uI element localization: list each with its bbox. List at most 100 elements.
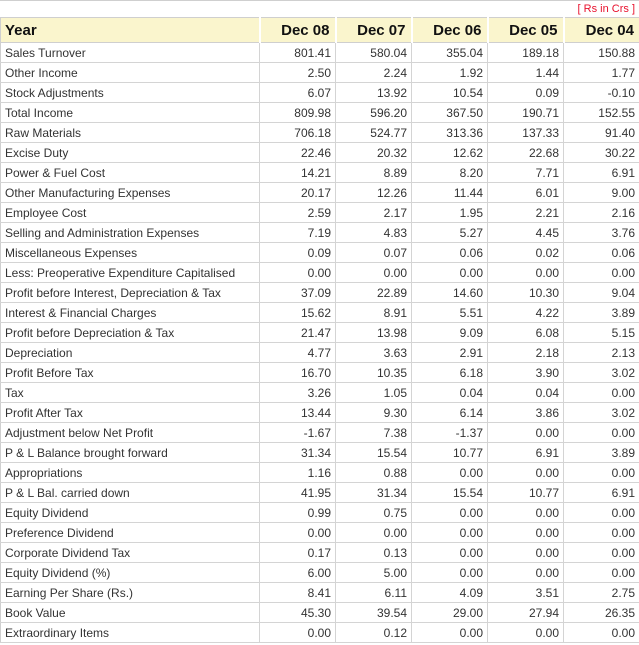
table-row: P & L Bal. carried down 41.95 31.34 15.54 10… xyxy=(0,482,639,503)
table-row: Selling and Administration Expenses 7.19 4… xyxy=(0,222,639,243)
row-label: Selling and Administration Expenses xyxy=(0,222,260,243)
value-cell: 12.26 xyxy=(335,182,412,203)
value-cell: 2.24 xyxy=(335,62,412,83)
value-cell: 0.00 xyxy=(259,522,336,543)
value-cell: 10.35 xyxy=(335,362,412,383)
row-label: Extraordinary Items xyxy=(0,622,260,643)
value-cell: 6.08 xyxy=(487,322,564,343)
value-cell: 3.76 xyxy=(563,222,639,243)
value-cell: 0.00 xyxy=(411,542,488,563)
row-label: Tax xyxy=(0,382,260,403)
value-cell: 0.06 xyxy=(563,242,639,263)
table-row: Equity Dividend (%) 6.00 5.00 0.00 0.00 0.00 xyxy=(0,562,639,583)
value-cell: 13.98 xyxy=(335,322,412,343)
table-row: Power & Fuel Cost 14.21 8.89 8.20 7.71 6.91 xyxy=(0,162,639,183)
value-cell: 7.71 xyxy=(487,162,564,183)
row-label: Sales Turnover xyxy=(0,42,260,63)
value-cell: 6.91 xyxy=(563,162,639,183)
value-cell: 1.77 xyxy=(563,62,639,83)
value-cell: 150.88 xyxy=(563,42,639,63)
table-row: Total Income 809.98 596.20 367.50 190.71 152.… xyxy=(0,102,639,123)
value-cell: 15.62 xyxy=(259,302,336,323)
value-cell: 0.00 xyxy=(487,462,564,483)
row-label: Depreciation xyxy=(0,342,260,363)
value-cell: -1.67 xyxy=(259,422,336,443)
table-row: Other Income 2.50 2.24 1.92 1.44 1.77 xyxy=(0,62,639,83)
table-row: Earning Per Share (Rs.) 8.41 6.11 4.09 3.51 2… xyxy=(0,582,639,603)
value-cell: 3.63 xyxy=(335,342,412,363)
table-row: P & L Balance brought forward 31.34 15.54 1… xyxy=(0,442,639,463)
table-row: Appropriations 1.16 0.88 0.00 0.00 0.00 xyxy=(0,462,639,483)
value-cell: 2.17 xyxy=(335,202,412,223)
value-cell: 29.00 xyxy=(411,602,488,623)
value-cell: 0.00 xyxy=(411,562,488,583)
row-label: Stock Adjustments xyxy=(0,82,260,103)
row-label: Corporate Dividend Tax xyxy=(0,542,260,563)
value-cell: 2.21 xyxy=(487,202,564,223)
value-cell: 3.26 xyxy=(259,382,336,403)
value-cell: 1.92 xyxy=(411,62,488,83)
header-row: Year Dec 08 Dec 07 Dec 06 Dec 05 Dec 04 xyxy=(0,17,639,43)
row-label: Power & Fuel Cost xyxy=(0,162,260,183)
value-cell: 5.27 xyxy=(411,222,488,243)
row-label: Other Income xyxy=(0,62,260,83)
header-year: Year xyxy=(0,17,260,43)
value-cell: 137.33 xyxy=(487,122,564,143)
value-cell: 22.89 xyxy=(335,282,412,303)
header-dec-05: Dec 05 xyxy=(486,17,564,43)
value-cell: 3.02 xyxy=(563,402,639,423)
table-row: Corporate Dividend Tax 0.17 0.13 0.00 0.00 0.… xyxy=(0,542,639,563)
value-cell: 45.30 xyxy=(259,602,336,623)
value-cell: 15.54 xyxy=(411,482,488,503)
value-cell: 2.18 xyxy=(487,342,564,363)
value-cell: 0.00 xyxy=(487,562,564,583)
value-cell: 15.54 xyxy=(335,442,412,463)
value-cell: 4.83 xyxy=(335,222,412,243)
row-label: Appropriations xyxy=(0,462,260,483)
value-cell: 0.02 xyxy=(487,242,564,263)
value-cell: 0.00 xyxy=(563,502,639,523)
value-cell: 26.35 xyxy=(563,602,639,623)
row-label: Employee Cost xyxy=(0,202,260,223)
row-label: Miscellaneous Expenses xyxy=(0,242,260,263)
row-label: P & L Bal. carried down xyxy=(0,482,260,503)
row-label: Equity Dividend xyxy=(0,502,260,523)
value-cell: 809.98 xyxy=(259,102,336,123)
value-cell: 27.94 xyxy=(487,602,564,623)
value-cell: 7.38 xyxy=(335,422,412,443)
value-cell: 37.09 xyxy=(259,282,336,303)
value-cell: 2.16 xyxy=(563,202,639,223)
value-cell: 0.17 xyxy=(259,542,336,563)
value-cell: 6.01 xyxy=(487,182,564,203)
value-cell: 6.18 xyxy=(411,362,488,383)
value-cell: 2.13 xyxy=(563,342,639,363)
value-cell: 189.18 xyxy=(487,42,564,63)
value-cell: 0.00 xyxy=(563,622,639,643)
header-dec-06: Dec 06 xyxy=(410,17,488,43)
value-cell: 3.02 xyxy=(563,362,639,383)
value-cell: 1.05 xyxy=(335,382,412,403)
value-cell: 8.20 xyxy=(411,162,488,183)
value-cell: 0.00 xyxy=(563,262,639,283)
value-cell: 3.89 xyxy=(563,442,639,463)
value-cell: 4.77 xyxy=(259,342,336,363)
row-label: Total Income xyxy=(0,102,260,123)
value-cell: 367.50 xyxy=(411,102,488,123)
value-cell: -0.10 xyxy=(563,82,639,103)
value-cell: 14.60 xyxy=(411,282,488,303)
value-cell: 0.88 xyxy=(335,462,412,483)
value-cell: 10.54 xyxy=(411,82,488,103)
row-label: Excise Duty xyxy=(0,142,260,163)
value-cell: 22.68 xyxy=(487,142,564,163)
value-cell: 9.00 xyxy=(563,182,639,203)
value-cell: 3.51 xyxy=(487,582,564,603)
row-label: Interest & Financial Charges xyxy=(0,302,260,323)
table-row: Miscellaneous Expenses 0.09 0.07 0.06 0.02 0.… xyxy=(0,242,639,263)
value-cell: 0.99 xyxy=(259,502,336,523)
value-cell: 41.95 xyxy=(259,482,336,503)
value-cell: 0.12 xyxy=(335,622,412,643)
value-cell: 3.86 xyxy=(487,402,564,423)
rs-in-crs-note: [ Rs in Crs ] xyxy=(0,0,639,17)
table-row: Preference Dividend 0.00 0.00 0.00 0.00 0.00 xyxy=(0,522,639,543)
